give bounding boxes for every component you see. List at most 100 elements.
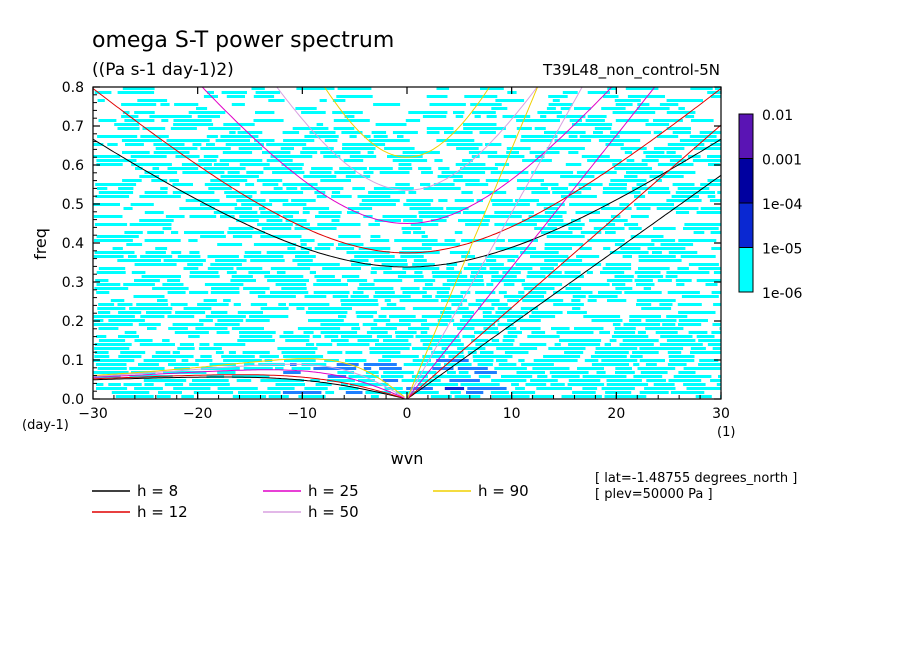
heatmap-cell [399, 299, 439, 302]
heatmap-cell [491, 107, 508, 110]
heatmap-cell [700, 207, 721, 210]
heatmap-cell [192, 143, 202, 146]
colorbar-label: 0.01 [762, 108, 793, 124]
heatmap-cell [531, 331, 546, 334]
heatmap-cell [309, 131, 336, 134]
heatmap-cell [450, 391, 461, 394]
heatmap-cell [610, 131, 651, 134]
heatmap-cell [267, 279, 309, 282]
heatmap-cell [422, 343, 464, 346]
heatmap-cell [655, 179, 662, 182]
heatmap-cell [683, 383, 706, 386]
heatmap-cell [436, 139, 475, 142]
heatmap-cell [668, 379, 702, 382]
heatmap-cell [714, 87, 721, 90]
heatmap-cell [627, 95, 665, 98]
heatmap-cell [455, 163, 486, 166]
heatmap-cell [309, 271, 316, 274]
heatmap-cell [333, 127, 355, 130]
heatmap-cell [215, 259, 247, 262]
heatmap-cell [298, 395, 326, 398]
heatmap-cell [336, 95, 373, 98]
heatmap-cell [656, 135, 679, 138]
heatmap-cell [296, 307, 305, 310]
heatmap-cell [579, 135, 620, 138]
heatmap-cell [672, 183, 695, 186]
heatmap-cell [412, 263, 435, 266]
heatmap-cell [614, 243, 655, 246]
heatmap-cell [300, 239, 315, 242]
heatmap-cell [338, 315, 347, 318]
heatmap-cell [413, 231, 426, 234]
heatmap-cell [380, 375, 404, 378]
heatmap-cell [401, 247, 432, 250]
heatmap-cell [458, 219, 490, 222]
heatmap-cell [498, 363, 517, 366]
heatmap-cell [587, 159, 622, 162]
heatmap-cell [436, 359, 469, 362]
heatmap-cell [414, 271, 423, 274]
heatmap-cell [705, 283, 718, 286]
heatmap-cell [357, 195, 391, 198]
heatmap-cell [546, 147, 585, 150]
heatmap-cell [672, 131, 691, 134]
heatmap-cell [565, 163, 582, 166]
heatmap-cell [369, 347, 410, 350]
heatmap-cell [521, 135, 558, 138]
heatmap-cell [144, 171, 178, 174]
heatmap-cell [97, 311, 111, 314]
chart-title: omega S-T power spectrum [92, 28, 394, 53]
heatmap-cell [370, 327, 397, 330]
y-tick-label: 0.2 [62, 314, 84, 330]
heatmap-cell [367, 151, 374, 154]
heatmap-cell [522, 159, 552, 162]
heatmap-cell [275, 367, 284, 370]
heatmap-cell [490, 171, 529, 174]
heatmap-cell [531, 311, 563, 314]
heatmap-cell [525, 383, 547, 386]
heatmap-cell [690, 347, 706, 350]
heatmap-cell [93, 255, 124, 258]
heatmap-cell [270, 291, 309, 294]
heatmap-cell [350, 295, 369, 298]
heatmap-cell [412, 347, 433, 350]
heatmap-cell [179, 207, 215, 210]
heatmap-cell [255, 91, 281, 94]
heatmap-cell [568, 135, 578, 138]
heatmap-cell [669, 159, 686, 162]
heatmap-cell [462, 211, 486, 214]
heatmap-cell [138, 323, 161, 326]
heatmap-cell [527, 271, 562, 274]
heatmap-cell [98, 303, 115, 306]
heatmap-cell [678, 323, 702, 326]
heatmap-cell [446, 143, 483, 146]
heatmap-cell [97, 99, 105, 102]
heatmap-cell [96, 235, 139, 238]
colorbar-label: 1e-05 [762, 242, 802, 258]
heatmap-cell [659, 303, 673, 306]
heatmap-cell [345, 351, 363, 354]
heatmap-cell [233, 303, 241, 306]
heatmap-cell [341, 131, 363, 134]
heatmap-cell [474, 115, 481, 118]
heatmap-cell [344, 115, 355, 118]
heatmap-cell [522, 299, 564, 302]
heatmap-cell [168, 363, 199, 366]
heatmap-cell [601, 359, 638, 362]
heatmap-cell [574, 327, 604, 330]
heatmap-cell [645, 363, 657, 366]
heatmap-cell [572, 123, 613, 126]
heatmap-cell [554, 139, 592, 142]
heatmap-cell [675, 191, 715, 194]
heatmap-cell [421, 171, 433, 174]
heatmap-cell [695, 395, 712, 398]
heatmap-cell [300, 243, 307, 246]
heatmap-cell [615, 103, 633, 106]
heatmap-cell [362, 323, 378, 326]
heatmap-cell [426, 127, 454, 130]
heatmap-cell [371, 267, 392, 270]
heatmap-cell [448, 355, 465, 358]
heatmap-cell [645, 155, 682, 158]
heatmap-cell [163, 259, 206, 262]
heatmap-cell [160, 103, 170, 106]
